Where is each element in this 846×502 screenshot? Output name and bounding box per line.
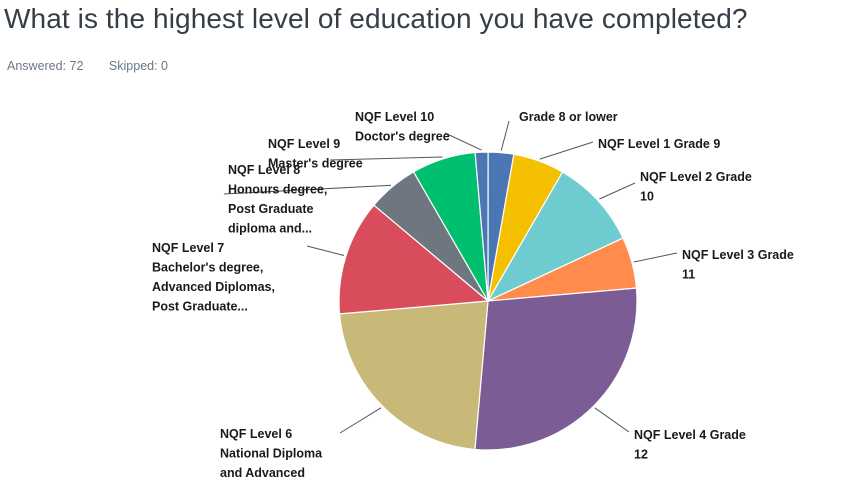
- slice-label: NQF Level 1 Grade 9: [598, 137, 720, 151]
- pie-slice: [338, 204, 490, 315]
- leader-line: [444, 132, 482, 151]
- slice-label: NQF Level 3 Grade 11: [682, 248, 794, 282]
- slice-label: NQF Level 2 Grade 10: [640, 170, 752, 204]
- slice-label: NQF Level 7 Bachelor's degree, Advanced Di…: [152, 241, 275, 314]
- pie-slice: [474, 151, 489, 302]
- leader-line: [633, 252, 678, 263]
- skipped-count: Skipped: 0: [108, 59, 168, 73]
- question-title: What is the highest level of education y…: [4, 3, 748, 34]
- leader-line: [539, 141, 594, 160]
- leader-line: [306, 245, 345, 256]
- leader-line: [594, 407, 630, 433]
- slice-label: NQF Level 10 Doctor's degree: [355, 110, 450, 144]
- slice-label: NQF Level 8 Honours degree, Post Graduate d…: [228, 163, 327, 236]
- answered-count: Answered: 72: [7, 59, 84, 73]
- slice-label: Grade 8 or lower: [519, 110, 618, 124]
- pie-slice: [486, 171, 624, 303]
- leader-line: [223, 184, 392, 195]
- leader-line: [599, 182, 636, 200]
- pie-slice: [338, 300, 489, 451]
- leader-line: [339, 407, 382, 434]
- slice-label: NQF Level 4 Grade 12: [634, 428, 746, 462]
- response-stats: Answered: 72 Skipped: 0: [7, 59, 190, 73]
- leader-line: [329, 156, 443, 161]
- pie-slice: [474, 287, 638, 451]
- slice-label: NQF Level 9 Master's degree: [268, 137, 363, 171]
- leader-line: [500, 120, 510, 151]
- slice-label: NQF Level 6 National Diploma and Advanced: [220, 427, 323, 480]
